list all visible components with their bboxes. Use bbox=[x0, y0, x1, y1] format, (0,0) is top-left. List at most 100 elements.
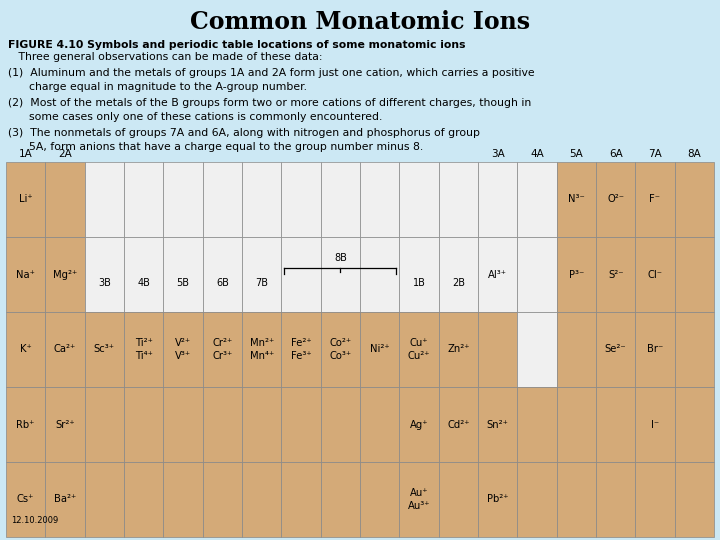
Bar bbox=[45, 462, 85, 537]
Text: Br⁻: Br⁻ bbox=[647, 345, 663, 354]
Bar bbox=[360, 162, 400, 237]
Bar bbox=[6, 162, 45, 237]
Bar bbox=[85, 162, 124, 237]
Bar bbox=[202, 462, 242, 537]
Bar bbox=[320, 237, 360, 312]
Bar bbox=[85, 462, 124, 537]
Text: Au⁺
Au³⁺: Au⁺ Au³⁺ bbox=[408, 488, 431, 511]
Text: S²⁻: S²⁻ bbox=[608, 269, 624, 280]
Text: 7B: 7B bbox=[255, 279, 268, 288]
Bar bbox=[478, 462, 518, 537]
Bar bbox=[438, 462, 478, 537]
Bar bbox=[438, 387, 478, 462]
Bar bbox=[320, 387, 360, 462]
Bar bbox=[478, 237, 518, 312]
Bar bbox=[163, 162, 202, 237]
Bar bbox=[635, 162, 675, 237]
Bar bbox=[282, 387, 320, 462]
Text: Ag⁺: Ag⁺ bbox=[410, 420, 428, 429]
Text: Sr²⁺: Sr²⁺ bbox=[55, 420, 75, 429]
Text: Rb⁺: Rb⁺ bbox=[17, 420, 35, 429]
Bar bbox=[596, 462, 635, 537]
Bar bbox=[320, 162, 360, 237]
Text: Sc³⁺: Sc³⁺ bbox=[94, 345, 114, 354]
Text: (1)  Aluminum and the metals of groups 1A and 2A form just one cation, which car: (1) Aluminum and the metals of groups 1A… bbox=[8, 68, 535, 92]
Text: Cs⁺: Cs⁺ bbox=[17, 495, 35, 504]
Text: P³⁻: P³⁻ bbox=[569, 269, 584, 280]
Text: 8B: 8B bbox=[334, 253, 347, 263]
Text: 3A: 3A bbox=[491, 149, 505, 159]
Text: Pb²⁺: Pb²⁺ bbox=[487, 495, 508, 504]
Bar bbox=[478, 387, 518, 462]
Text: Co²⁺
Co³⁺: Co²⁺ Co³⁺ bbox=[329, 338, 351, 361]
Text: Ba²⁺: Ba²⁺ bbox=[54, 495, 76, 504]
Bar bbox=[635, 237, 675, 312]
Text: 12.10.2009: 12.10.2009 bbox=[11, 516, 58, 525]
Bar bbox=[400, 237, 438, 312]
Text: 4A: 4A bbox=[530, 149, 544, 159]
Bar bbox=[85, 387, 124, 462]
Bar bbox=[518, 162, 557, 237]
Text: Cl⁻: Cl⁻ bbox=[647, 269, 662, 280]
Text: 1A: 1A bbox=[19, 149, 32, 159]
Bar bbox=[675, 312, 714, 387]
Bar bbox=[282, 462, 320, 537]
Bar bbox=[202, 312, 242, 387]
Bar bbox=[675, 387, 714, 462]
Bar bbox=[400, 162, 438, 237]
Bar bbox=[478, 162, 518, 237]
Text: 4B: 4B bbox=[138, 279, 150, 288]
Text: Cd²⁺: Cd²⁺ bbox=[447, 420, 469, 429]
Bar bbox=[360, 462, 400, 537]
Bar bbox=[400, 462, 438, 537]
Bar bbox=[85, 237, 124, 312]
Text: Ni²⁺: Ni²⁺ bbox=[370, 345, 390, 354]
Bar bbox=[163, 312, 202, 387]
Bar bbox=[675, 162, 714, 237]
Bar bbox=[202, 237, 242, 312]
Text: Mg²⁺: Mg²⁺ bbox=[53, 269, 77, 280]
Bar bbox=[320, 462, 360, 537]
Bar bbox=[400, 312, 438, 387]
Bar bbox=[282, 237, 320, 312]
Text: Ca²⁺: Ca²⁺ bbox=[54, 345, 76, 354]
Text: (3)  The nonmetals of groups 7A and 6A, along with nitrogen and phosphorus of gr: (3) The nonmetals of groups 7A and 6A, a… bbox=[8, 128, 480, 152]
Text: F⁻: F⁻ bbox=[649, 194, 660, 205]
Bar bbox=[518, 312, 557, 387]
Text: K⁺: K⁺ bbox=[19, 345, 32, 354]
Text: 2B: 2B bbox=[452, 279, 465, 288]
Text: 7A: 7A bbox=[648, 149, 662, 159]
Bar bbox=[596, 162, 635, 237]
Bar bbox=[557, 387, 596, 462]
Text: Three general observations can be made of these data:: Three general observations can be made o… bbox=[8, 52, 323, 62]
Bar bbox=[596, 237, 635, 312]
Text: 1B: 1B bbox=[413, 279, 426, 288]
Bar bbox=[557, 162, 596, 237]
Bar bbox=[320, 312, 360, 387]
Text: FIGURE 4.10 Symbols and periodic table locations of some monatomic ions: FIGURE 4.10 Symbols and periodic table l… bbox=[8, 40, 466, 50]
Text: 5B: 5B bbox=[176, 279, 189, 288]
Bar bbox=[675, 237, 714, 312]
Bar bbox=[124, 237, 163, 312]
Text: 6B: 6B bbox=[216, 279, 229, 288]
Text: Se²⁻: Se²⁻ bbox=[605, 345, 626, 354]
Text: Common Monatomic Ions: Common Monatomic Ions bbox=[190, 10, 530, 34]
Bar bbox=[438, 162, 478, 237]
Text: N³⁻: N³⁻ bbox=[568, 194, 585, 205]
Text: Cu⁺
Cu²⁺: Cu⁺ Cu²⁺ bbox=[408, 338, 431, 361]
Bar bbox=[124, 387, 163, 462]
Bar bbox=[596, 387, 635, 462]
Bar bbox=[202, 162, 242, 237]
Text: Li⁺: Li⁺ bbox=[19, 194, 32, 205]
Text: Ti²⁺
Ti⁴⁺: Ti²⁺ Ti⁴⁺ bbox=[135, 338, 153, 361]
Bar bbox=[518, 237, 557, 312]
Bar bbox=[6, 387, 45, 462]
Bar bbox=[6, 312, 45, 387]
Bar bbox=[45, 162, 85, 237]
Bar bbox=[635, 312, 675, 387]
Text: (2)  Most of the metals of the B groups form two or more cations of different ch: (2) Most of the metals of the B groups f… bbox=[8, 98, 531, 122]
Text: Mn²⁺
Mn⁴⁺: Mn²⁺ Mn⁴⁺ bbox=[250, 338, 274, 361]
Bar bbox=[6, 462, 45, 537]
Bar bbox=[163, 387, 202, 462]
Bar bbox=[360, 387, 400, 462]
